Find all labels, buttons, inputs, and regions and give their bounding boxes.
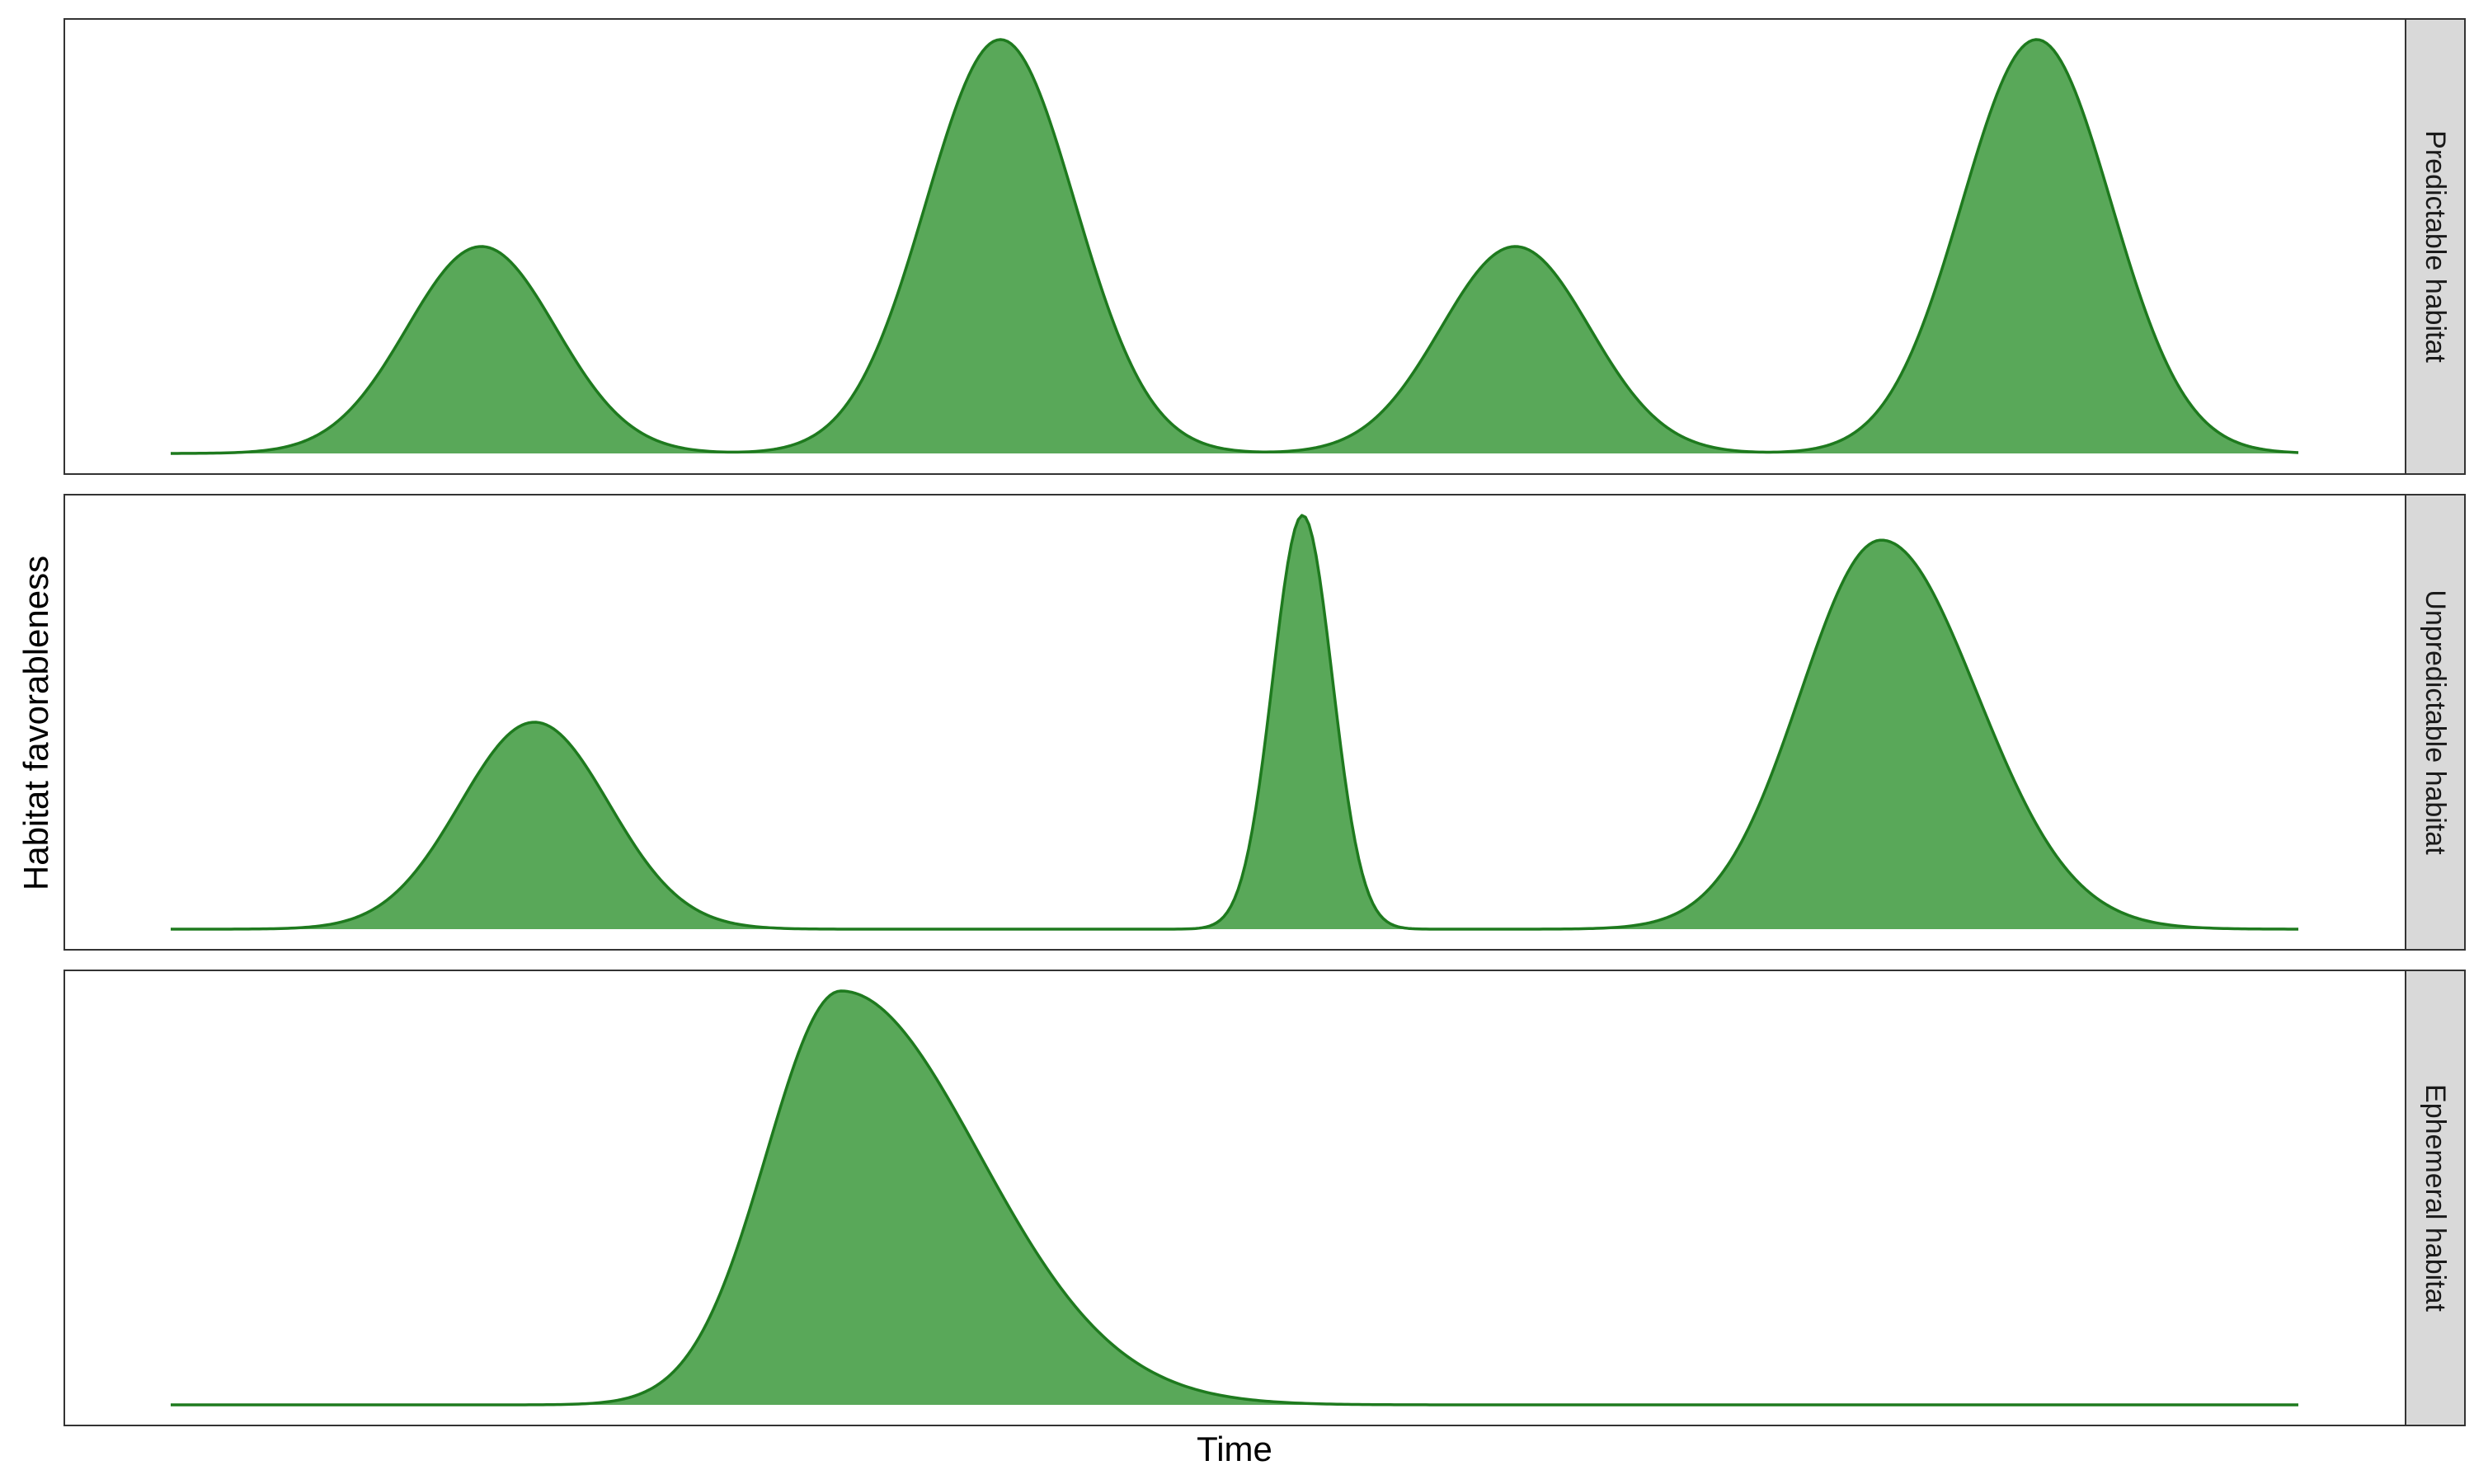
x-axis-title: Time <box>1197 1430 1272 1468</box>
facet-unpredictable-habitat: Unpredictable habitat <box>63 494 2466 951</box>
facet-strip-label: Unpredictable habitat <box>2420 589 2451 855</box>
facet-strip <box>2405 494 2466 951</box>
series-area <box>171 515 2298 929</box>
facet-strip <box>2405 18 2466 475</box>
facet-strip-label: Predictable habitat <box>2420 130 2451 363</box>
panel-frame <box>63 970 2406 1426</box>
facet-predictable-habitat: Predictable habitat <box>63 18 2466 475</box>
series-line <box>171 514 2298 931</box>
y-axis-title: Habitat favorableness <box>16 556 55 890</box>
facet-ephemeral-habitat: Ephemeral habitat <box>63 970 2466 1426</box>
series-line <box>171 989 2298 1407</box>
facet-strip <box>2405 970 2466 1426</box>
series-line <box>170 38 2299 455</box>
series-area <box>171 40 2298 453</box>
facet-strip-label: Ephemeral habitat <box>2420 1084 2451 1313</box>
facet-panels: Predictable habitat Unpredictable habitat… <box>63 18 2466 1426</box>
